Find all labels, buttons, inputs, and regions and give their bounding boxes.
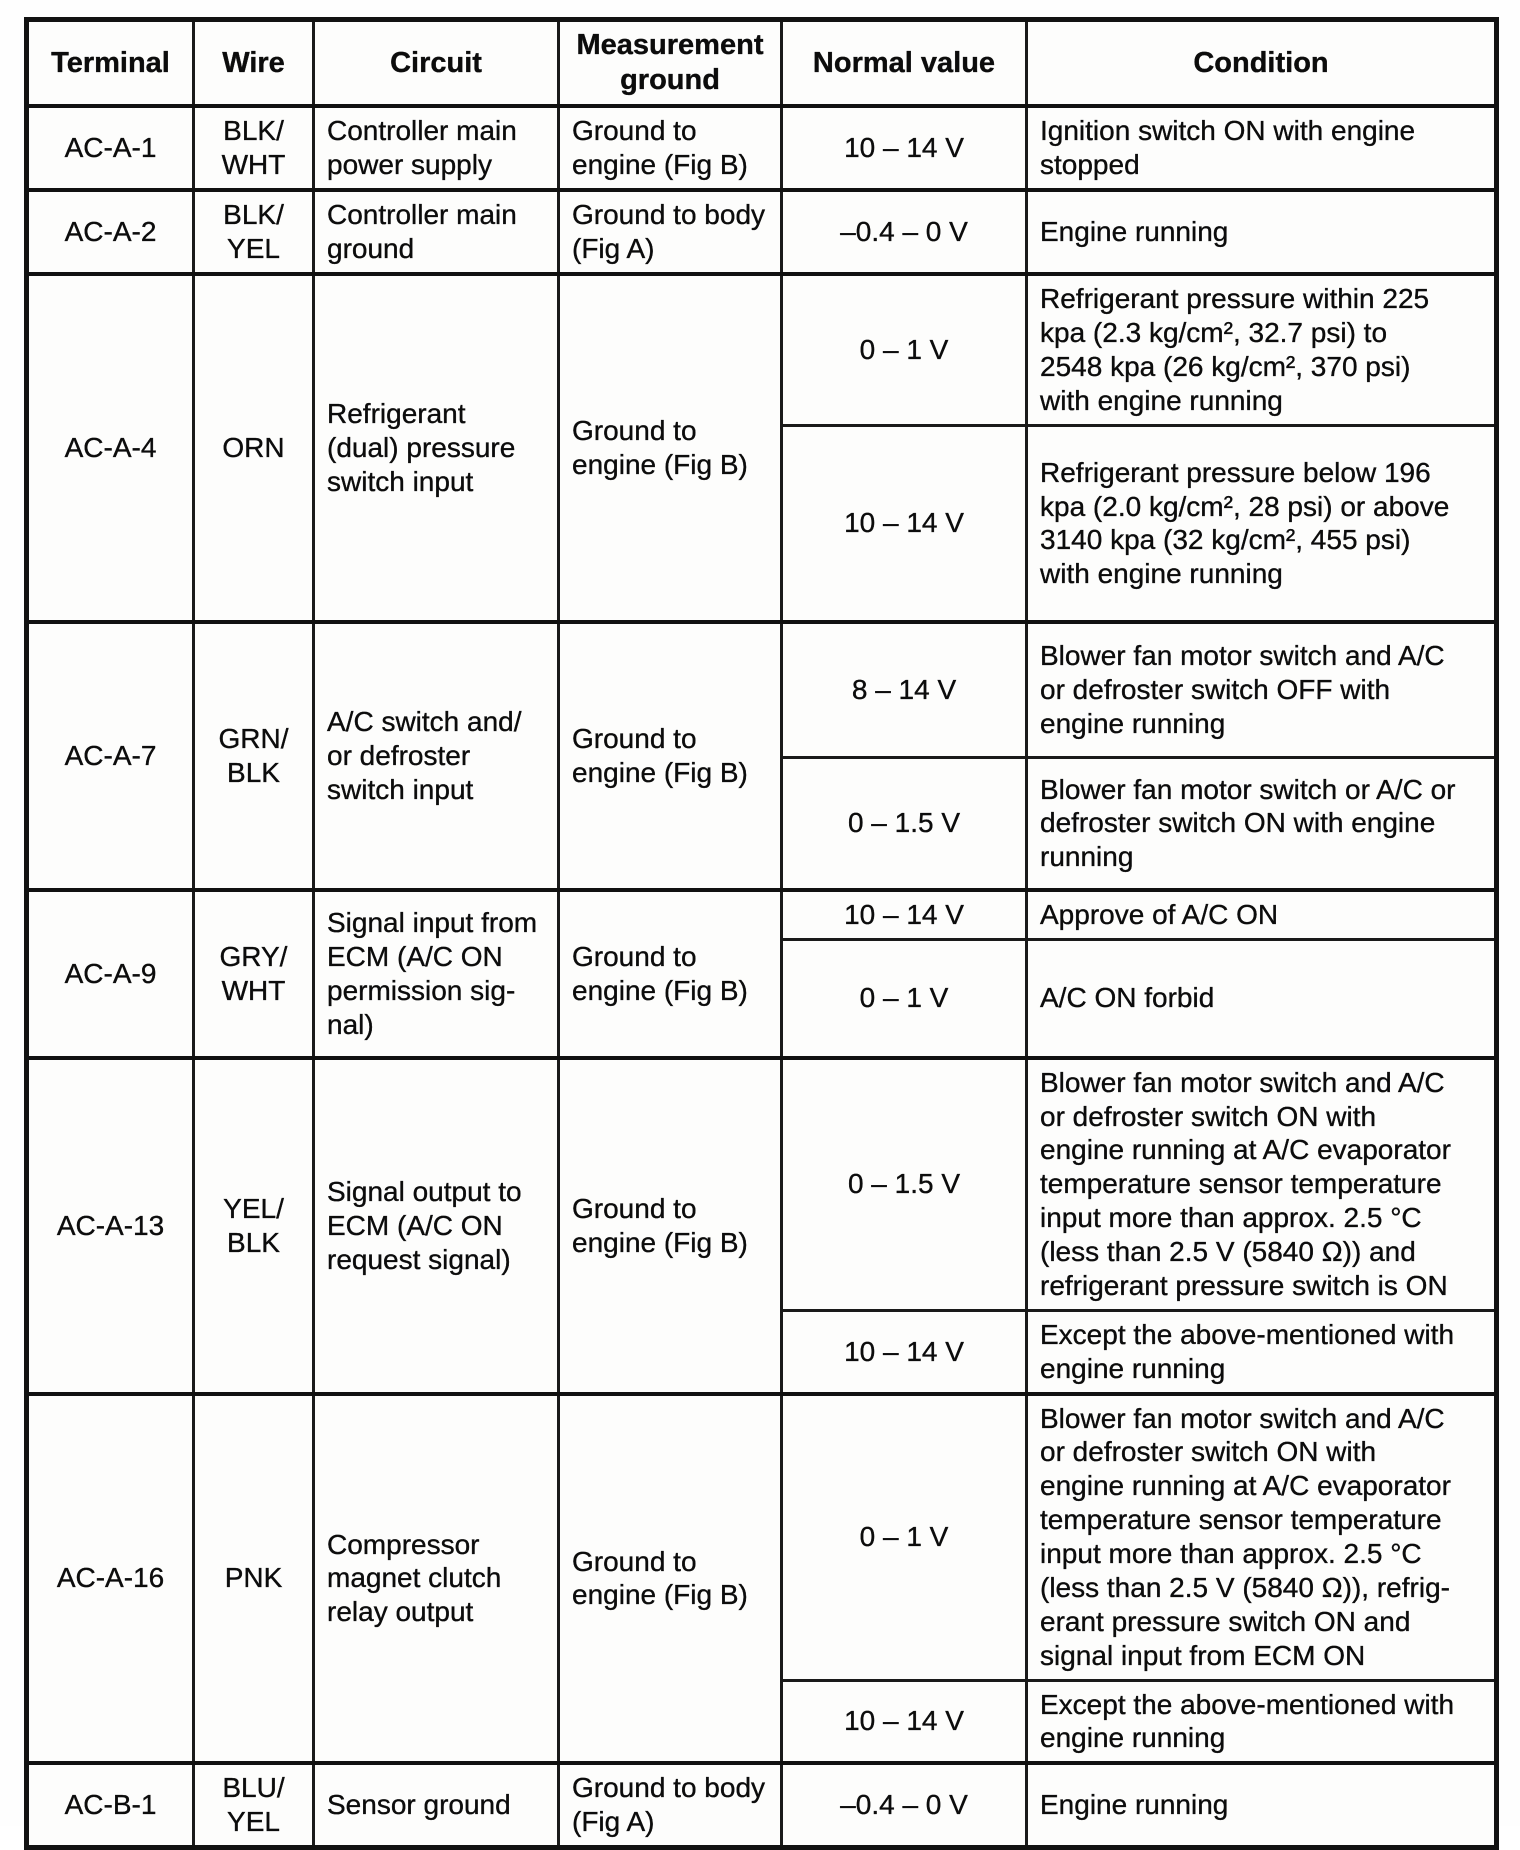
ground-cell: Ground to engine (Fig B) [557,271,783,624]
table-row-ac-a-13: AC-A-13 YEL/ BLK Signal output to ECM (A… [25,1055,1498,1396]
normal-value-cell: 0 – 1 V [780,938,1028,1060]
table-row-ac-a-2: AC-A-2 BLK/ YEL Controller main ground G… [25,187,1498,276]
table-row-ac-a-16: AC-A-16 PNK Compressor magnet clutch rel… [25,1391,1498,1765]
col-header-condition: Condition [1025,18,1498,109]
table-row-ac-a-1: AC-A-1 BLK/ WHT Controller main power su… [25,104,1498,192]
ground-cell: Ground to body (Fig A) [557,1761,783,1850]
wire-cell: YEL/ BLK [192,1055,315,1396]
wire-cell: GRN/ BLK [192,619,315,892]
condition-cell: Blower fan motor switch and A/C or defro… [1025,619,1498,760]
col-header-terminal: Terminal [25,18,195,109]
table-subrow-ac-a-13: 10 – 14 V Except the above-mentioned wit… [27,1309,1498,1396]
normal-value-cell: 0 – 1.5 V [780,756,1028,892]
normal-value-cell: 0 – 1 V [780,271,1028,428]
col-header-normal-value: Normal value [780,18,1028,109]
normal-value-cell: 0 – 1.5 V [780,1055,1028,1312]
normal-value-cell: 8 – 14 V [780,619,1028,760]
col-header-measurement-ground: Measurement ground [557,18,783,109]
table-row-ac-a-9: AC-A-9 GRY/ WHT Signal input from ECM (A… [25,887,1498,1060]
condition-cell: Except the above-mentioned with engine r… [1025,1309,1498,1396]
table-row-ac-a-7: AC-A-7 GRN/ BLK A/C switch and/ or defro… [25,619,1498,892]
table-row-ac-a-4: AC-A-4 ORN Refrigerant (dual) pressure s… [25,271,1498,624]
terminal-voltage-table: Terminal Wire Circuit Measurement ground… [24,17,1499,1850]
circuit-cell: Refrigerant (dual) pressure switch input [312,271,560,624]
circuit-cell: Controller main ground [312,187,560,276]
terminal-cell: AC-A-16 [25,1391,195,1765]
circuit-cell: Signal output to ECM (A/C ON request sig… [312,1055,560,1396]
circuit-cell: Sensor ground [312,1761,560,1850]
table-subrow-ac-a-7: 0 – 1.5 V Blower fan motor switch or A/C… [27,756,1498,892]
terminal-cell: AC-A-1 [25,104,195,192]
condition-cell: Blower fan motor switch and A/C or defro… [1025,1055,1498,1312]
ground-cell: Ground to engine (Fig B) [557,887,783,1060]
condition-cell: A/C ON forbid [1025,938,1498,1060]
circuit-cell: Controller main power supply [312,104,560,192]
normal-value-cell: 10 – 14 V [780,1679,1028,1765]
circuit-cell: A/C switch and/ or defroster switch inpu… [312,619,560,892]
terminal-cell: AC-A-4 [25,271,195,624]
condition-cell: Engine running [1025,1761,1498,1850]
terminal-cell: AC-B-1 [25,1761,195,1850]
table-subrow-ac-a-16: 10 – 14 V Except the above-mentioned wit… [27,1679,1498,1765]
condition-cell: Engine running [1025,187,1498,276]
ground-cell: Ground to engine (Fig B) [557,1391,783,1765]
circuit-cell: Signal input from ECM (A/C ON permission… [312,887,560,1060]
normal-value-cell: –0.4 – 0 V [780,1761,1028,1850]
wire-cell: BLK/ WHT [192,104,315,192]
terminal-cell: AC-A-9 [25,887,195,1060]
wire-cell: BLU/ YEL [192,1761,315,1850]
table-subrow-ac-a-9: 0 – 1 V A/C ON forbid [27,938,1498,1060]
condition-cell: Blower fan motor switch or A/C or defros… [1025,756,1498,892]
wire-cell: ORN [192,271,315,624]
condition-cell: Refrigerant pressure below 196 kpa (2.0 … [1025,424,1498,624]
terminal-cell: AC-A-7 [25,619,195,892]
wire-cell: GRY/ WHT [192,887,315,1060]
condition-cell: Ignition switch ON with engine stopped [1025,104,1498,192]
circuit-cell: Compressor magnet clutch relay output [312,1391,560,1765]
wire-cell: PNK [192,1391,315,1765]
table-row-ac-b-1: AC-B-1 BLU/ YEL Sensor ground Ground to … [25,1761,1498,1850]
normal-value-cell: 10 – 14 V [780,887,1028,942]
normal-value-cell: 0 – 1 V [780,1391,1028,1682]
normal-value-cell: 10 – 14 V [780,424,1028,624]
ground-cell: Ground to body (Fig A) [557,187,783,276]
terminal-cell: AC-A-2 [25,187,195,276]
terminal-cell: AC-A-13 [25,1055,195,1396]
col-header-circuit: Circuit [312,18,560,109]
header-row: Terminal Wire Circuit Measurement ground… [25,18,1498,109]
condition-cell: Blower fan motor switch and A/C or defro… [1025,1391,1498,1682]
normal-value-cell: –0.4 – 0 V [780,187,1028,276]
col-header-wire: Wire [192,18,315,109]
condition-cell: Approve of A/C ON [1025,887,1498,942]
condition-cell: Refrigerant pressure within 225 kpa (2.3… [1025,271,1498,428]
normal-value-cell: 10 – 14 V [780,104,1028,192]
normal-value-cell: 10 – 14 V [780,1309,1028,1396]
wire-cell: BLK/ YEL [192,187,315,276]
table-subrow-ac-a-4: 10 – 14 V Refrigerant pressure below 196… [27,424,1498,624]
ground-cell: Ground to engine (Fig B) [557,619,783,892]
ground-cell: Ground to engine (Fig B) [557,1055,783,1396]
condition-cell: Except the above-mentioned with engine r… [1025,1679,1498,1765]
ground-cell: Ground to engine (Fig B) [557,104,783,192]
